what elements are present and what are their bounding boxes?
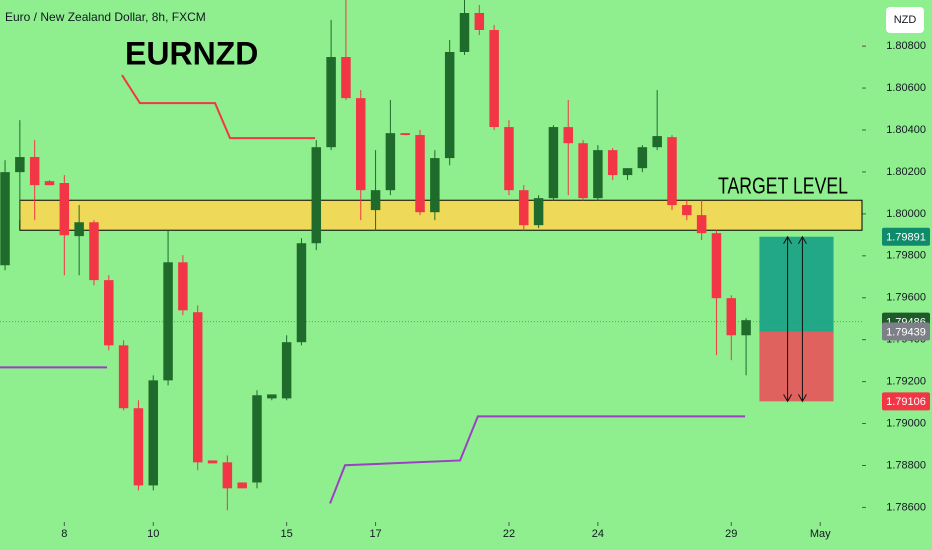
candle-body xyxy=(237,482,247,489)
candle-body xyxy=(252,395,262,483)
candle-body xyxy=(74,222,84,237)
candle-body xyxy=(459,13,470,52)
trend-line xyxy=(121,74,316,140)
x-tick-label: 8 xyxy=(61,528,67,540)
candle-body xyxy=(0,172,10,266)
x-tick-label: 24 xyxy=(592,528,604,540)
currency-badge xyxy=(886,7,924,33)
candle-body xyxy=(519,190,529,226)
y-tick-label: 1.79600 xyxy=(886,292,926,304)
candle-body xyxy=(222,462,233,489)
arrow-head xyxy=(797,394,807,403)
candle-body xyxy=(637,147,648,169)
candle-body xyxy=(356,98,366,191)
candle-body xyxy=(726,298,737,336)
price-tag-label: 1.79439 xyxy=(886,326,926,338)
candle-body xyxy=(489,29,499,128)
y-tick-label: 1.80800 xyxy=(886,40,926,52)
candle-body xyxy=(578,143,588,199)
candle-body xyxy=(741,320,751,336)
candle-body xyxy=(415,135,425,213)
profit-zone xyxy=(759,236,834,332)
candle-body xyxy=(711,233,722,299)
candle-body xyxy=(207,460,218,464)
chart-title: Euro / New Zealand Dollar, 8h, FXCM xyxy=(5,10,206,24)
x-tick-label: 10 xyxy=(147,528,159,540)
candle-body xyxy=(400,133,410,136)
candle-body xyxy=(267,394,277,399)
y-tick-label: 1.79000 xyxy=(886,417,926,429)
currency-label: NZD xyxy=(894,14,917,26)
x-tick-label: 17 xyxy=(369,528,381,540)
y-tick-label: 1.79200 xyxy=(886,376,926,388)
trend-line xyxy=(329,415,746,504)
candle-body xyxy=(148,380,158,486)
symbol-label: EURNZD xyxy=(125,35,258,71)
candle-body xyxy=(89,222,99,281)
y-tick-label: 1.78800 xyxy=(886,459,926,471)
y-tick-label: 1.80000 xyxy=(886,208,926,220)
candle-body xyxy=(296,243,307,343)
candle-body xyxy=(163,262,173,381)
candle-body xyxy=(682,205,692,216)
target-zone xyxy=(19,199,863,231)
y-tick-label: 1.78600 xyxy=(886,501,926,513)
candle-body xyxy=(341,57,351,99)
target-label: TARGET LEVEL xyxy=(718,172,848,198)
price-axis xyxy=(862,0,932,550)
candle-body xyxy=(533,198,544,226)
y-tick-label: 1.80200 xyxy=(886,166,926,178)
x-tick-label: May xyxy=(810,528,831,540)
candle-body xyxy=(385,133,396,191)
price-tag xyxy=(882,227,930,246)
candle-body xyxy=(430,158,440,213)
candle-body xyxy=(281,342,292,399)
candle-body xyxy=(563,127,573,144)
candle-body xyxy=(133,408,144,486)
candle-body xyxy=(622,168,633,176)
arrow-head xyxy=(783,394,793,403)
candle-body xyxy=(326,57,336,148)
price-tag xyxy=(882,392,930,411)
price-tag-label: 1.79106 xyxy=(886,396,926,408)
arrow-head xyxy=(797,235,807,244)
candle-body xyxy=(696,215,707,234)
x-tick-label: 22 xyxy=(503,528,515,540)
x-tick-label: 15 xyxy=(281,528,293,540)
candle-body xyxy=(593,150,603,199)
y-tick-label: 1.80400 xyxy=(886,124,926,136)
candle-body xyxy=(607,150,618,176)
candle-body xyxy=(59,183,70,236)
candle-body xyxy=(29,157,40,186)
candle-body xyxy=(192,312,203,463)
arrow-head xyxy=(783,235,793,244)
candle-body xyxy=(15,157,25,173)
price-tag xyxy=(882,322,930,341)
candle-body xyxy=(44,181,55,186)
y-tick-label: 1.80600 xyxy=(886,82,926,94)
candle-body xyxy=(667,137,677,206)
candle-body xyxy=(474,13,485,30)
candle-body xyxy=(118,345,129,409)
candle-body xyxy=(652,136,662,148)
candle-body xyxy=(104,280,114,346)
x-tick-label: 29 xyxy=(725,528,737,540)
y-tick-label: 1.79800 xyxy=(886,250,926,262)
candle-body xyxy=(444,52,455,159)
price-tag-label: 1.79891 xyxy=(886,232,926,244)
candle-body xyxy=(370,190,381,211)
candle-body xyxy=(311,147,322,244)
candle-body xyxy=(504,127,514,191)
candle-body xyxy=(548,127,559,199)
candle-body xyxy=(178,262,188,311)
loss-zone xyxy=(759,331,834,402)
